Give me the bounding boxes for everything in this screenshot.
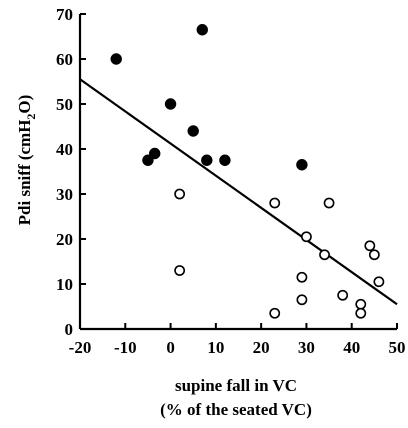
data-point-filled bbox=[149, 147, 161, 160]
data-point-open bbox=[355, 298, 367, 310]
x-axis-ticks: -20 -10 0 10 20 30 40 50 bbox=[69, 323, 406, 357]
data-point-filled bbox=[296, 159, 308, 171]
data-point-filled bbox=[219, 154, 231, 166]
y-tick-label: 40 bbox=[56, 140, 73, 159]
y-tick-label: 60 bbox=[56, 50, 73, 69]
y-tick-label: 30 bbox=[56, 185, 73, 204]
x-tick-label: -10 bbox=[114, 338, 137, 357]
data-point-open bbox=[269, 197, 281, 209]
data-point-open bbox=[355, 307, 367, 319]
axes bbox=[78, 14, 397, 331]
x-tick-label: 40 bbox=[343, 338, 360, 357]
x-tick-label: 10 bbox=[207, 338, 224, 357]
y-tick-label: 20 bbox=[56, 230, 73, 249]
data-point-open bbox=[296, 271, 308, 283]
x-tick-label: 50 bbox=[389, 338, 406, 357]
y-axis-title: Pdi sniff (cmH2O) bbox=[15, 95, 38, 226]
data-point-open bbox=[174, 188, 186, 200]
data-point-filled bbox=[164, 98, 177, 110]
data-point-open bbox=[323, 197, 335, 209]
y-tick-label: 50 bbox=[56, 95, 73, 114]
data-point-open bbox=[296, 294, 308, 306]
regression-line bbox=[79, 78, 398, 306]
data-point-open bbox=[319, 249, 330, 261]
data-points bbox=[110, 24, 385, 319]
data-point-filled bbox=[110, 53, 122, 65]
x-tick-label: 30 bbox=[298, 338, 315, 357]
data-point-filled bbox=[187, 125, 199, 137]
y-tick-label: 0 bbox=[65, 320, 74, 339]
data-point-filled bbox=[196, 24, 208, 36]
x-axis-title-line1: supine fall in VC bbox=[175, 376, 297, 395]
y-tick-label: 10 bbox=[56, 275, 73, 294]
x-tick-label: 20 bbox=[253, 338, 270, 357]
data-point-open bbox=[301, 231, 312, 243]
data-point-open bbox=[373, 276, 385, 288]
data-point-filled bbox=[201, 154, 213, 166]
x-axis-title-line2: (% of the seated VC) bbox=[160, 400, 312, 419]
data-point-open bbox=[174, 265, 186, 276]
data-point-open bbox=[364, 240, 376, 252]
y-axis-ticks: 0 10 20 30 40 50 60 70 bbox=[56, 5, 86, 339]
data-point-filled bbox=[142, 154, 154, 166]
data-point-open bbox=[269, 307, 281, 319]
x-tick-label: 0 bbox=[166, 338, 175, 357]
data-point-open bbox=[368, 249, 380, 261]
y-tick-label: 70 bbox=[56, 5, 73, 24]
data-point-open bbox=[337, 289, 349, 301]
x-tick-label: -20 bbox=[69, 338, 92, 357]
